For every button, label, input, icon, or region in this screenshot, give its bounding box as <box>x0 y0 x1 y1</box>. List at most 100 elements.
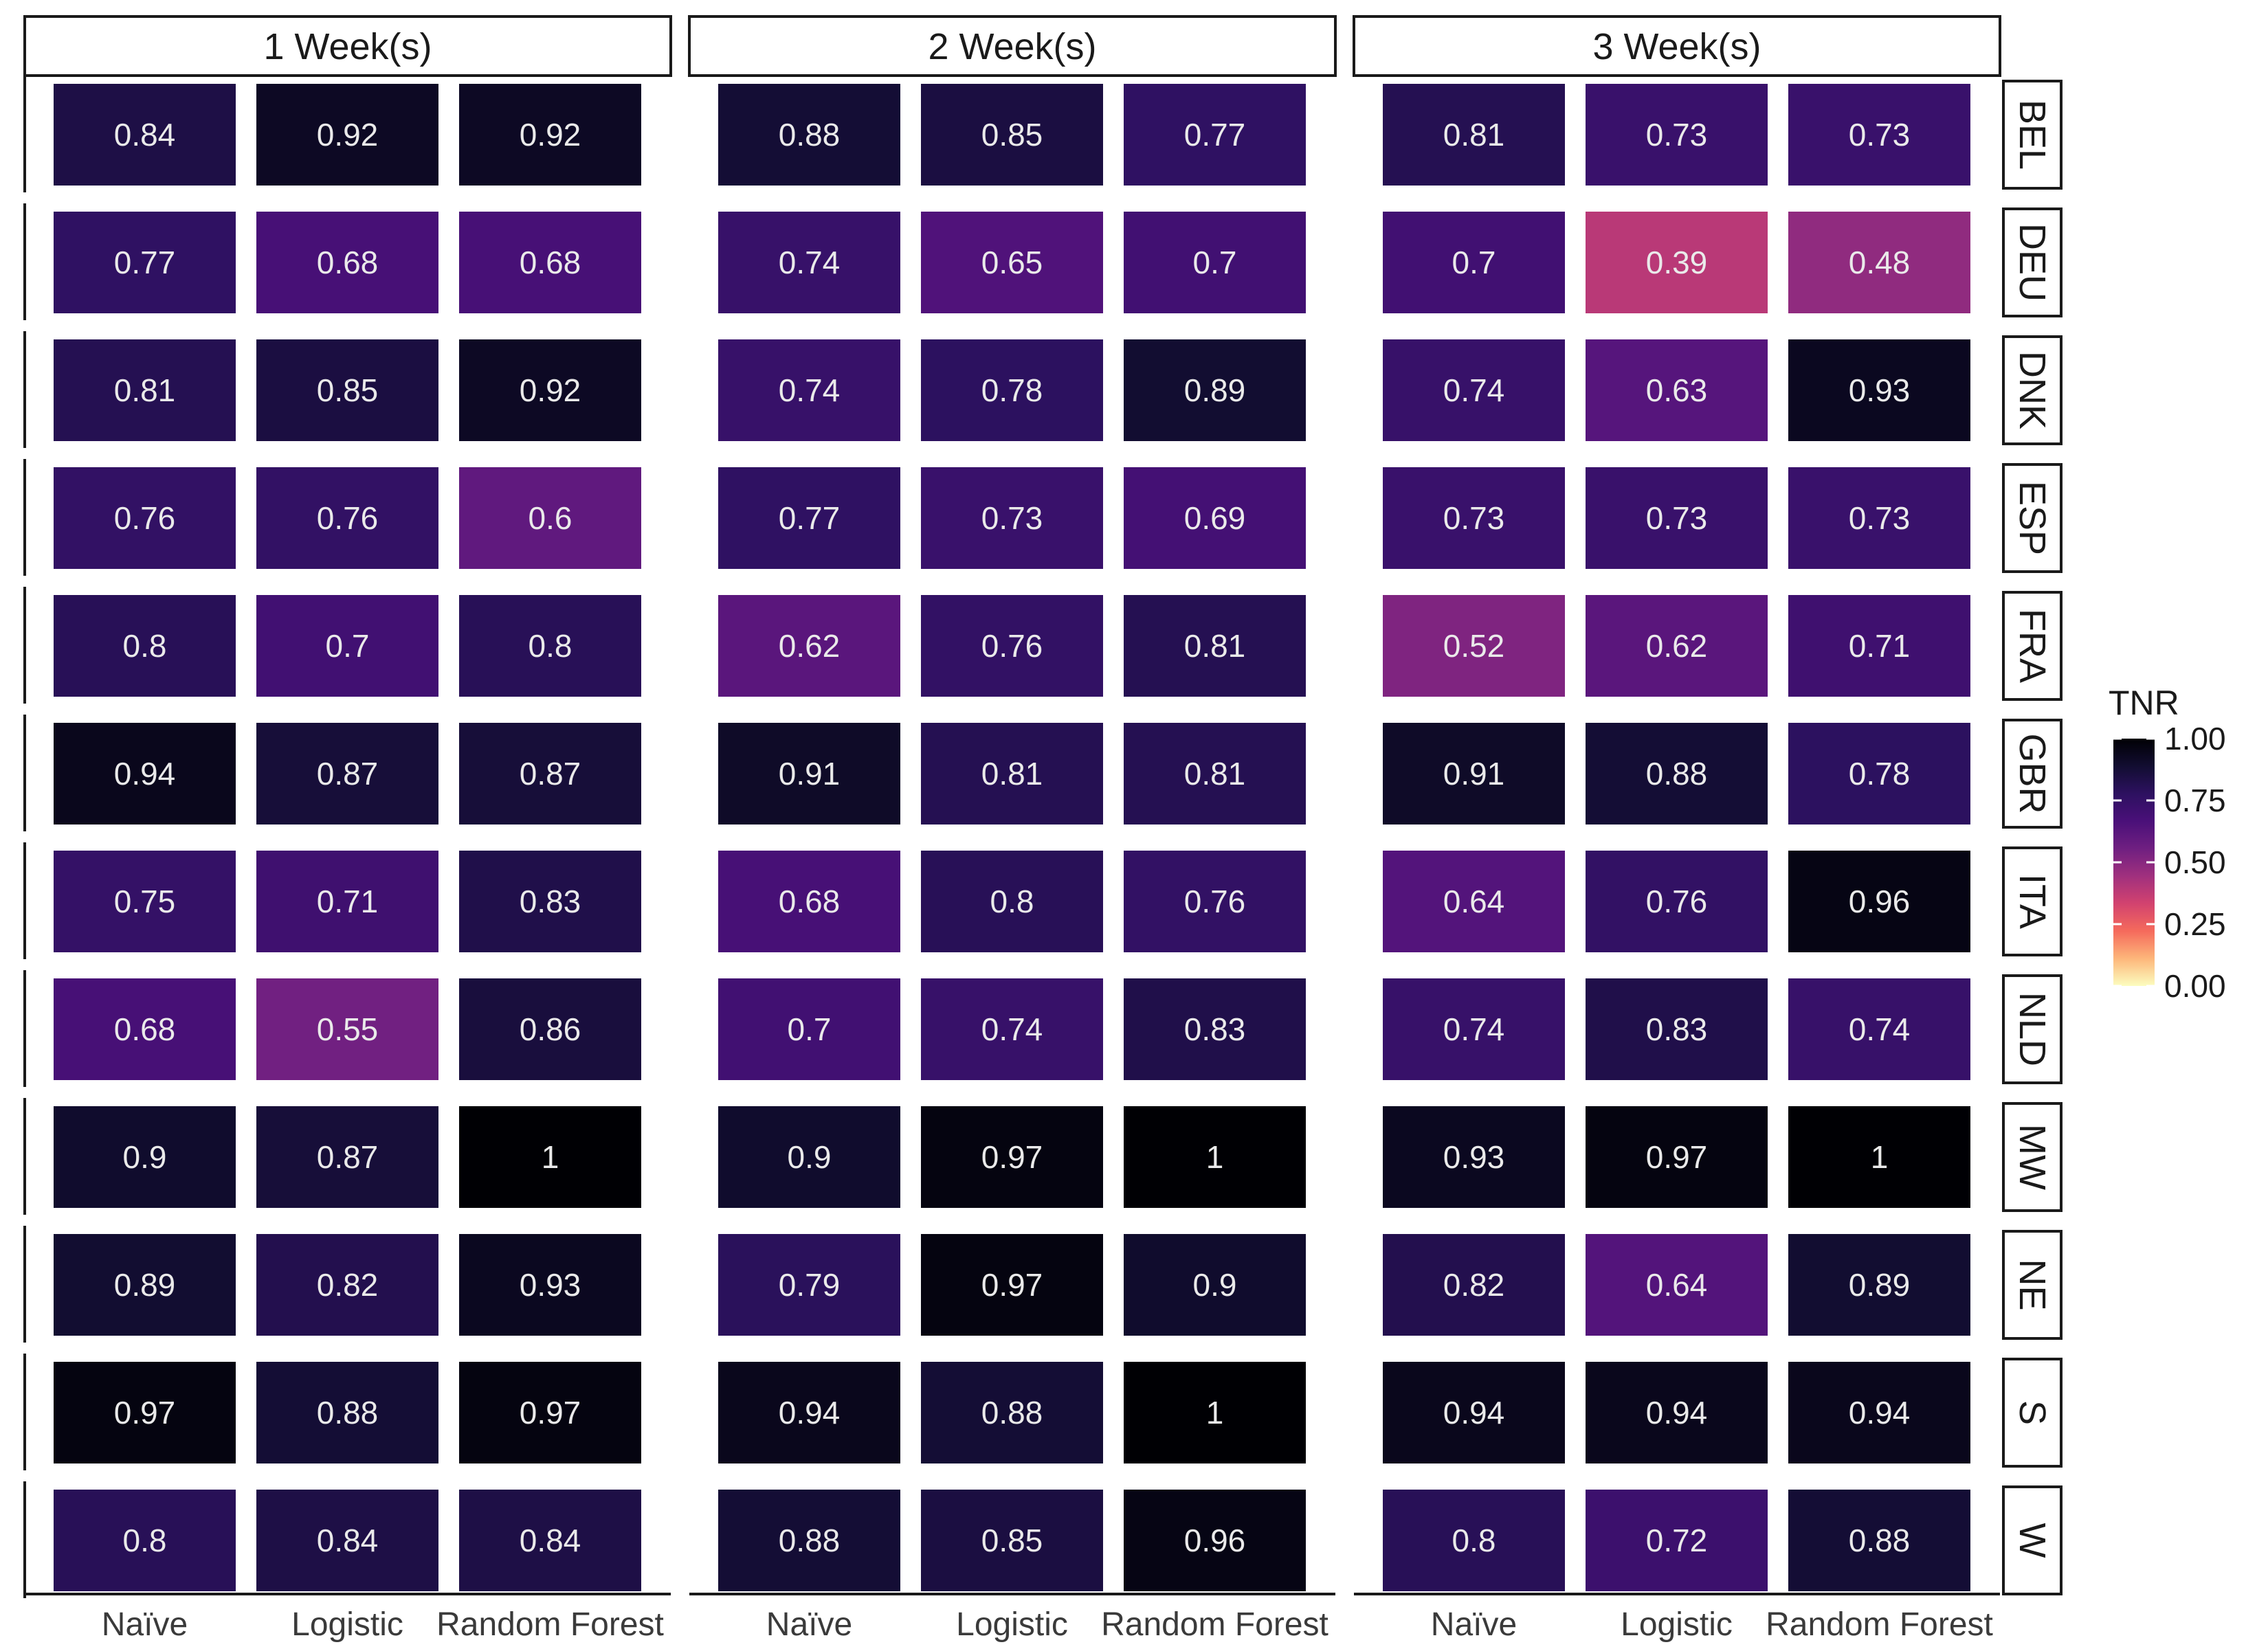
heatmap-cell: 0.83 <box>1586 978 1768 1080</box>
x-tick-label-naive: Naïve <box>102 1606 188 1643</box>
heatmap-cell: 0.39 <box>1586 212 1768 313</box>
cell-1-week-s-dnk-random-forest <box>459 339 641 441</box>
row-label: ESP <box>2012 481 2053 555</box>
cell-3-week-s-bel-random-forest <box>1788 84 1970 186</box>
cell-1-week-s-esp-logistic <box>256 467 438 569</box>
cell-value-label: 0.97 <box>981 1139 1043 1175</box>
cell-value-label: 0.91 <box>1443 756 1505 792</box>
heatmap-cell: 0.85 <box>921 1490 1103 1591</box>
cell-value-label: 0.39 <box>1646 245 1708 280</box>
cell-value-label: 0.8 <box>990 884 1034 919</box>
cell-value-label: 0.97 <box>1646 1139 1708 1175</box>
cell-2-week-s-mw-logistic <box>921 1106 1103 1208</box>
heatmap-cell: 0.71 <box>1788 595 1970 697</box>
heatmap-cell: 0.76 <box>1124 851 1306 952</box>
cell-value-label: 0.72 <box>1646 1523 1708 1558</box>
cell-value-label: 0.94 <box>1849 1395 1911 1431</box>
heatmap-cell: 1 <box>459 1106 641 1208</box>
heatmap-cell: 0.94 <box>1586 1362 1768 1463</box>
cell-value-label: 0.94 <box>1443 1395 1505 1431</box>
cell-value-label: 0.93 <box>1443 1139 1505 1175</box>
legend-tick-label: 0.50 <box>2164 844 2226 880</box>
cell-2-week-s-s-naive <box>718 1362 900 1463</box>
heatmap-cell: 0.65 <box>921 212 1103 313</box>
heatmap-cell: 0.97 <box>921 1234 1103 1336</box>
heatmap-cell: 0.74 <box>1383 978 1565 1080</box>
x-tick-label-naive: Naïve <box>1431 1606 1517 1643</box>
cell-value-label: 0.62 <box>779 628 841 664</box>
cell-1-week-s-deu-random-forest <box>459 212 641 313</box>
cell-1-week-s-fra-logistic <box>256 595 438 697</box>
heatmap-cell: 0.97 <box>54 1362 236 1463</box>
cell-value-label: 0.92 <box>520 372 581 408</box>
cell-1-week-s-deu-naive <box>54 212 236 313</box>
heatmap-cell: 0.87 <box>459 723 641 824</box>
cell-1-week-s-s-random-forest <box>459 1362 641 1463</box>
cell-value-label: 0.88 <box>317 1395 379 1431</box>
cell-1-week-s-ita-random-forest <box>459 851 641 952</box>
heatmap-cell: 0.63 <box>1586 339 1768 441</box>
heatmap-cell: 0.68 <box>718 851 900 952</box>
heatmap-cell: 0.82 <box>1383 1234 1565 1336</box>
cell-value-label: 0.73 <box>1443 500 1505 536</box>
heatmap-cell: 0.97 <box>921 1106 1103 1208</box>
cell-value-label: 0.88 <box>1646 756 1708 792</box>
heatmap-cell: 0.7 <box>1383 212 1565 313</box>
cell-value-label: 0.97 <box>981 1267 1043 1303</box>
heatmap-cell: 0.96 <box>1788 851 1970 952</box>
row-strip-box <box>2002 463 2063 573</box>
cell-value-label: 0.73 <box>981 500 1043 536</box>
cell-3-week-s-dnk-random-forest <box>1788 339 1970 441</box>
cell-value-label: 0.7 <box>326 628 370 664</box>
cell-value-label: 0.94 <box>114 756 176 792</box>
heatmap-cell: 0.93 <box>459 1234 641 1336</box>
cell-3-week-s-deu-naive <box>1383 212 1565 313</box>
heatmap-cell: 0.69 <box>1124 467 1306 569</box>
cell-3-week-s-gbr-naive <box>1383 723 1565 824</box>
color-legend: TNR 1.00 0.75 0.50 0.25 0.00 <box>2109 684 2226 1004</box>
facet-strip <box>688 15 1337 77</box>
heatmap-cell: 0.73 <box>1788 467 1970 569</box>
cell-value-label: 0.89 <box>1184 372 1246 408</box>
cell-value-label: 0.81 <box>1184 756 1246 792</box>
heatmap-cell: 1 <box>1124 1362 1306 1463</box>
heatmap-cell: 0.64 <box>1586 1234 1768 1336</box>
cell-3-week-s-ita-random-forest <box>1788 851 1970 952</box>
heatmap-cell: 0.8 <box>1383 1490 1565 1591</box>
cell-value-label: 0.76 <box>114 500 176 536</box>
cell-3-week-s-w-random-forest <box>1788 1490 1970 1591</box>
cell-value-label: 0.7 <box>788 1011 832 1047</box>
heatmap-cell: 0.72 <box>1586 1490 1768 1591</box>
cell-value-label: 0.76 <box>317 500 379 536</box>
cell-1-week-s-bel-random-forest <box>459 84 641 186</box>
cell-value-label: 0.94 <box>1646 1395 1708 1431</box>
cell-3-week-s-fra-naive <box>1383 595 1565 697</box>
row-strip-box <box>2002 719 2063 829</box>
cell-value-label: 0.77 <box>1184 117 1246 153</box>
cell-1-week-s-ne-random-forest <box>459 1234 641 1336</box>
heatmap-cell: 0.86 <box>459 978 641 1080</box>
cell-value-label: 0.52 <box>1443 628 1505 664</box>
row-label: BEL <box>2012 100 2053 170</box>
cell-1-week-s-ne-naive <box>54 1234 236 1336</box>
cell-value-label: 0.82 <box>317 1267 379 1303</box>
heatmap-cell: 0.8 <box>54 1490 236 1591</box>
cell-3-week-s-ne-naive <box>1383 1234 1565 1336</box>
cell-3-week-s-fra-random-forest <box>1788 595 1970 697</box>
cell-value-label: 0.71 <box>1849 628 1911 664</box>
row-strip-box <box>2002 1102 2063 1212</box>
heatmap-cell: 0.7 <box>256 595 438 697</box>
row-strip-w: W <box>2002 1485 2063 1595</box>
cell-value-label: 0.82 <box>1443 1267 1505 1303</box>
cell-3-week-s-w-logistic <box>1586 1490 1768 1591</box>
cell-2-week-s-esp-logistic <box>921 467 1103 569</box>
cell-value-label: 0.9 <box>1193 1267 1237 1303</box>
cell-3-week-s-ita-naive <box>1383 851 1565 952</box>
cell-2-week-s-w-naive <box>718 1490 900 1591</box>
heatmap-cell: 0.74 <box>718 339 900 441</box>
cell-3-week-s-bel-logistic <box>1586 84 1768 186</box>
cell-value-label: 0.84 <box>317 1523 379 1558</box>
cell-1-week-s-fra-random-forest <box>459 595 641 697</box>
cell-3-week-s-fra-logistic <box>1586 595 1768 697</box>
